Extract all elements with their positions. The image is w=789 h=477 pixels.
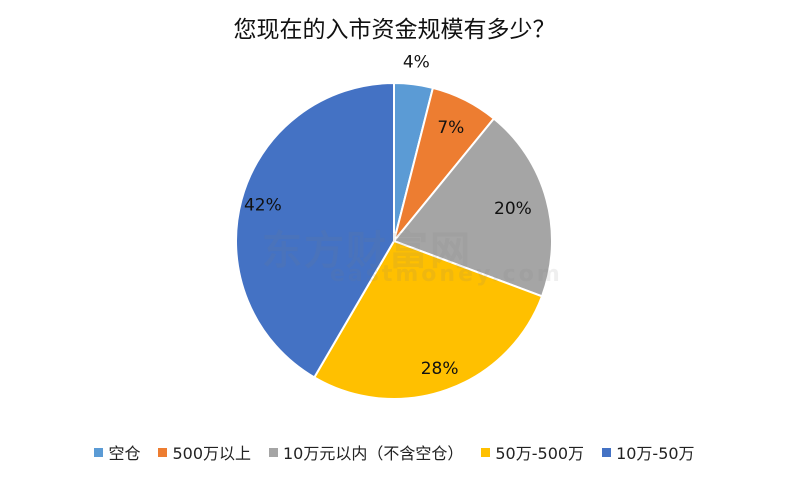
legend-entry-1: 空仓: [94, 440, 140, 464]
legend-swatch: [481, 447, 491, 457]
pie-chart: 4% 7% 20% 28% 42%: [235, 52, 553, 400]
legend-entry-2: 500万以上: [158, 440, 251, 464]
data-label-5: 42%: [244, 195, 282, 215]
legend-label: 500万以上: [172, 444, 251, 463]
legend-swatch: [94, 447, 104, 457]
data-label-2: 7%: [437, 118, 464, 138]
legend-label: 空仓: [108, 444, 141, 463]
chart-title: 您现在的入市资金规模有多少？: [233, 17, 556, 43]
legend-label: 50万-500万: [495, 444, 585, 463]
data-label-3: 20%: [494, 199, 532, 219]
pie-slice-3: [392, 117, 553, 298]
legend-swatch: [602, 447, 612, 457]
legend-swatch: [269, 447, 278, 457]
legend-entry-4: 50万-500万: [481, 440, 584, 464]
legend-entry-5: 10万-50万: [602, 440, 695, 464]
legend-label: 10万-50万: [616, 444, 695, 463]
pie-slice-5: [235, 81, 395, 379]
data-label-4: 28%: [421, 359, 459, 379]
legend-swatch: [158, 447, 168, 457]
legend-label: 10万元以内（不含空仓）: [283, 444, 464, 463]
data-label-1: 4%: [403, 52, 430, 72]
legend-entry-3: 10万元以内（不含空仓）: [269, 440, 463, 464]
legend: 空仓 500万以上 10万元以内（不含空仓） 50万-500万 10万-50万: [0, 440, 789, 464]
